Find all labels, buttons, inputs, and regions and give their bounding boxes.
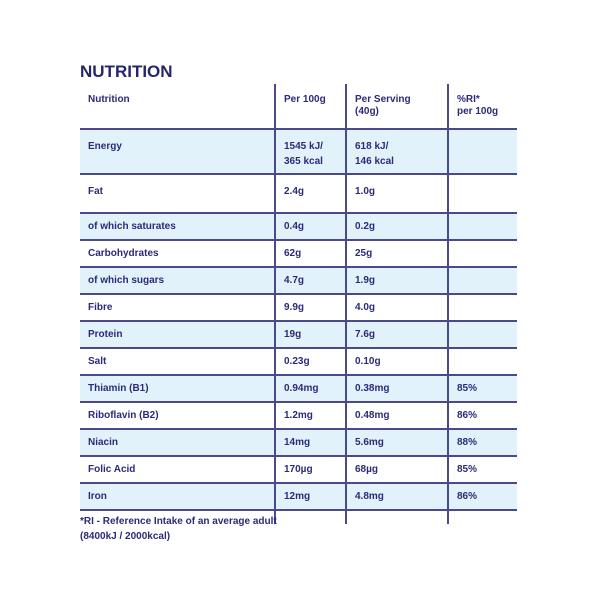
table-row: Thiamin (B1) 0.94mg 0.38mg 85% — [80, 375, 517, 403]
cell-name: Fat — [80, 174, 275, 214]
table-row: of which saturates 0.4g 0.2g — [80, 213, 517, 241]
cell-ri: 88% — [447, 429, 517, 457]
cell-name: Carbohydrates — [80, 240, 275, 268]
table-row: Fat 2.4g 1.0g — [80, 174, 517, 214]
cell-per100: 14mg — [274, 429, 346, 457]
cell-serving: 7.6g — [345, 321, 448, 349]
cell-per100: 1545 kJ/ 365 kcal — [274, 129, 346, 175]
cell-name: Folic Acid — [80, 456, 275, 484]
page-title: NUTRITION — [80, 62, 173, 81]
table-row: Protein 19g 7.6g — [80, 321, 517, 349]
cell-per100: 4.7g — [274, 267, 346, 295]
cell-serving: 0.10g — [345, 348, 448, 376]
cell-name: Energy — [80, 129, 275, 175]
header-cell: %RI* per 100g — [447, 84, 517, 130]
cell-ri: 85% — [447, 456, 517, 484]
cell-ri — [447, 213, 517, 241]
cell-ri: 86% — [447, 402, 517, 430]
cell-serving: 25g — [345, 240, 448, 268]
header-cell: Per 100g — [274, 84, 346, 130]
cell-serving: 0.2g — [345, 213, 448, 241]
spacer-cell — [345, 510, 448, 524]
cell-name: Niacin — [80, 429, 275, 457]
cell-serving: 68µg — [345, 456, 448, 484]
table-row: Fibre 9.9g 4.0g — [80, 294, 517, 322]
cell-name: of which saturates — [80, 213, 275, 241]
cell-ri — [447, 348, 517, 376]
cell-per100: 0.4g — [274, 213, 346, 241]
cell-name: Salt — [80, 348, 275, 376]
cell-name: of which sugars — [80, 267, 275, 295]
cell-serving: 4.8mg — [345, 483, 448, 511]
header-cell: Per Serving (40g) — [345, 84, 448, 130]
cell-per100: 1.2mg — [274, 402, 346, 430]
cell-per100: 0.94mg — [274, 375, 346, 403]
cell-serving: 4.0g — [345, 294, 448, 322]
header-cell: Nutrition — [80, 84, 275, 130]
table-header: Nutrition Per 100g Per Serving (40g) %RI… — [80, 84, 517, 130]
table-row: of which sugars 4.7g 1.9g — [80, 267, 517, 295]
cell-per100: 62g — [274, 240, 346, 268]
cell-per100: 2.4g — [274, 174, 346, 214]
cell-serving: 618 kJ/ 146 kcal — [345, 129, 448, 175]
cell-ri — [447, 174, 517, 214]
cell-name: Riboflavin (B2) — [80, 402, 275, 430]
table-row: Niacin 14mg 5.6mg 88% — [80, 429, 517, 457]
cell-ri: 85% — [447, 375, 517, 403]
spacer-cell — [447, 510, 517, 524]
cell-per100: 0.23g — [274, 348, 346, 376]
table-spacer-row — [80, 510, 517, 524]
cell-per100: 9.9g — [274, 294, 346, 322]
cell-name: Thiamin (B1) — [80, 375, 275, 403]
cell-ri — [447, 267, 517, 295]
table-row: Riboflavin (B2) 1.2mg 0.48mg 86% — [80, 402, 517, 430]
cell-serving: 0.38mg — [345, 375, 448, 403]
table-row: Energy 1545 kJ/ 365 kcal 618 kJ/ 146 kcal — [80, 129, 517, 175]
cell-name: Fibre — [80, 294, 275, 322]
cell-serving: 1.0g — [345, 174, 448, 214]
spacer-cell — [274, 510, 346, 524]
table-row: Iron 12mg 4.8mg 86% — [80, 483, 517, 511]
cell-name: Iron — [80, 483, 275, 511]
footnote: *RI - Reference Intake of an average adu… — [80, 516, 277, 542]
table-row: Salt 0.23g 0.10g — [80, 348, 517, 376]
cell-name: Protein — [80, 321, 275, 349]
table-row: Carbohydrates 62g 25g — [80, 240, 517, 268]
table-row: Folic Acid 170µg 68µg 85% — [80, 456, 517, 484]
cell-ri — [447, 294, 517, 322]
cell-per100: 19g — [274, 321, 346, 349]
cell-serving: 1.9g — [345, 267, 448, 295]
nutrition-table: Nutrition Per 100g Per Serving (40g) %RI… — [80, 84, 517, 524]
cell-per100: 12mg — [274, 483, 346, 511]
cell-serving: 0.48mg — [345, 402, 448, 430]
cell-serving: 5.6mg — [345, 429, 448, 457]
cell-ri — [447, 321, 517, 349]
cell-ri: 86% — [447, 483, 517, 511]
cell-ri — [447, 240, 517, 268]
cell-ri — [447, 129, 517, 175]
cell-per100: 170µg — [274, 456, 346, 484]
